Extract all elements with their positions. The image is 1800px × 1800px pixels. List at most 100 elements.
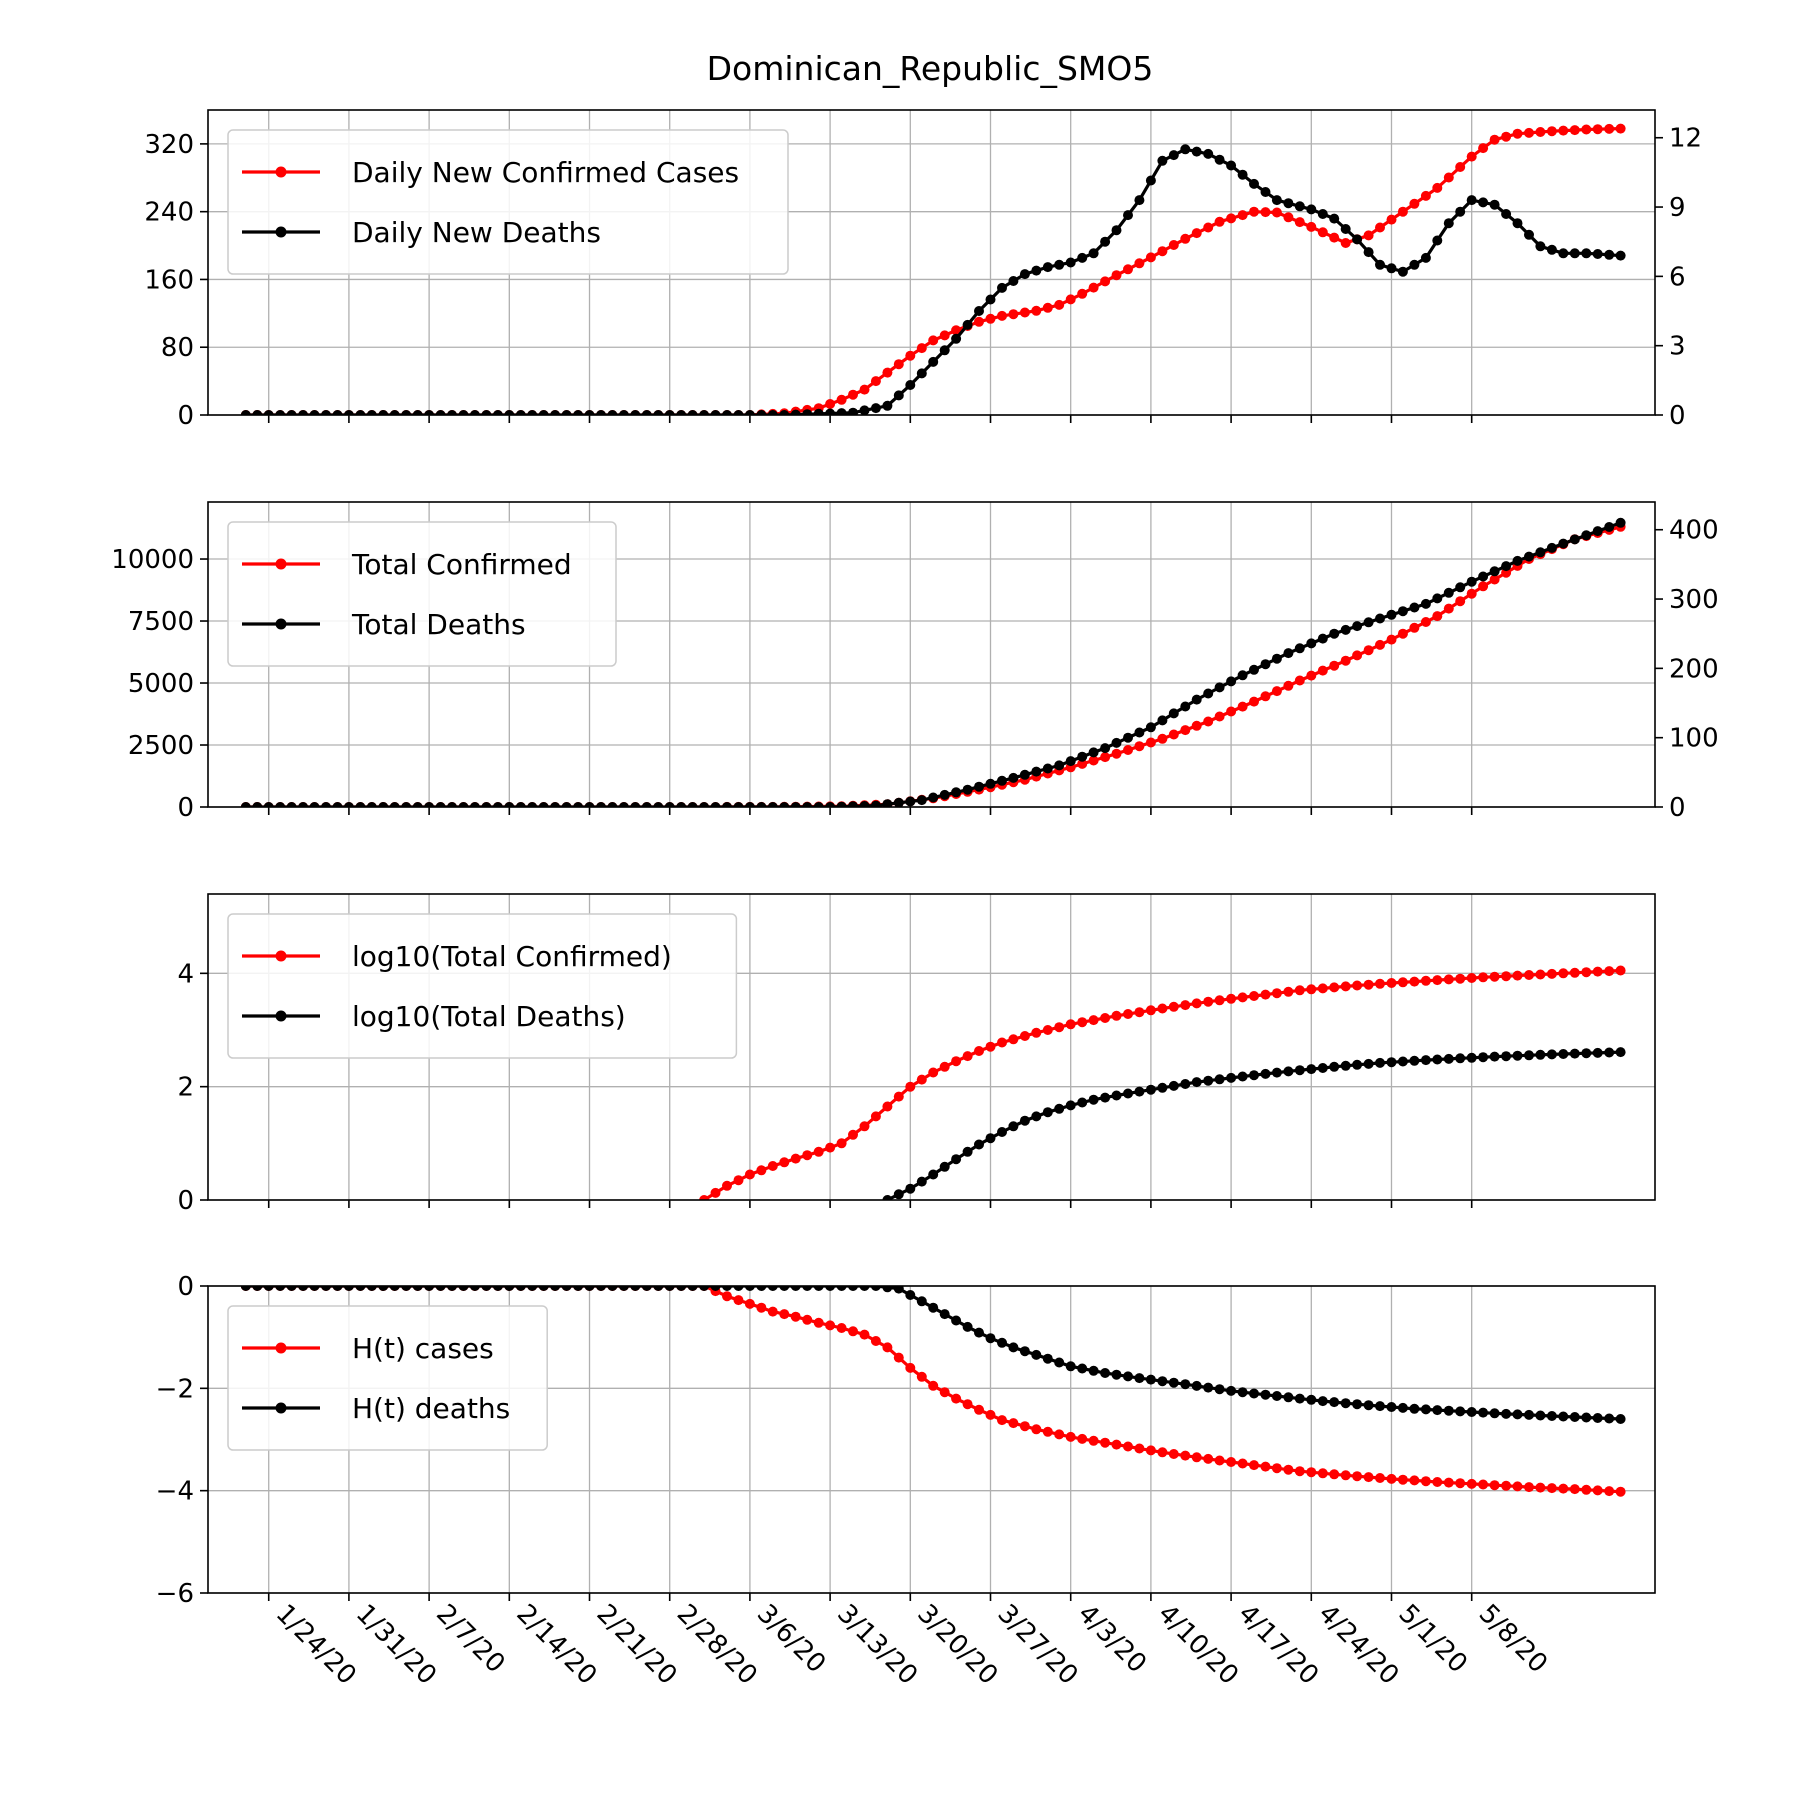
data-point [447, 1286, 457, 1291]
data-point [1008, 1121, 1019, 1132]
data-point [974, 306, 984, 316]
data-point [767, 1286, 778, 1291]
data-point [710, 1187, 721, 1198]
data-point [1157, 1376, 1168, 1387]
data-point [1294, 675, 1305, 686]
data-point [1123, 745, 1133, 755]
data-point [733, 1286, 744, 1291]
data-point [321, 410, 331, 415]
data-point [951, 1056, 962, 1067]
data-point [1294, 1065, 1305, 1076]
data-point [1397, 1474, 1408, 1485]
data-point [1569, 248, 1580, 259]
legend-swatch-marker [275, 1010, 287, 1022]
data-point [928, 1067, 939, 1078]
data-point [401, 410, 412, 415]
data-point [1478, 1052, 1489, 1063]
legend-swatch-marker [275, 950, 287, 962]
data-point [1249, 696, 1259, 707]
data-point [1191, 228, 1202, 239]
data-point [779, 410, 790, 415]
data-point [1065, 257, 1076, 268]
data-point [1111, 1369, 1122, 1380]
data-point [1340, 624, 1351, 635]
data-point [504, 802, 515, 807]
legend-box [227, 129, 789, 275]
data-point [916, 1296, 927, 1307]
data-point [1363, 617, 1374, 628]
data-point [653, 802, 664, 807]
data-point [836, 1286, 847, 1291]
series-total-1 [240, 517, 1626, 807]
data-point [1237, 701, 1248, 712]
data-point [1203, 1453, 1214, 1464]
data-point [240, 410, 251, 415]
data-point [1569, 1048, 1580, 1059]
data-point [527, 410, 538, 415]
data-point [481, 802, 492, 807]
y-tick-label: 0 [177, 1186, 194, 1216]
data-point [1432, 1477, 1443, 1487]
y-tick-label: 320 [144, 130, 194, 160]
data-point [1249, 178, 1259, 189]
data-point [1157, 715, 1168, 726]
data-point [1214, 682, 1225, 693]
legend-swatch-marker [275, 618, 287, 630]
data-point [424, 802, 435, 807]
data-point [1134, 741, 1145, 752]
data-point [1443, 974, 1454, 985]
y-tick-label: 0 [177, 401, 194, 431]
data-point [515, 410, 526, 415]
data-point [1329, 1469, 1340, 1480]
legend-total: Total Confirmed Total Deaths [227, 521, 617, 667]
x-tick-label: 2/14/20 [510, 1599, 602, 1691]
data-point [974, 1404, 984, 1415]
data-point [1512, 970, 1523, 981]
data-point [1203, 716, 1214, 727]
data-point [985, 1333, 996, 1344]
data-point [1019, 1031, 1030, 1041]
data-point [722, 1286, 732, 1291]
data-point [1271, 1067, 1282, 1078]
data-point [447, 410, 457, 415]
data-point [1478, 581, 1489, 592]
data-point [252, 802, 263, 807]
data-point [1352, 234, 1363, 245]
data-point [1443, 218, 1454, 229]
data-point [893, 1091, 904, 1102]
data-point [1581, 124, 1592, 135]
data-point [1604, 1047, 1615, 1058]
data-point [997, 1415, 1007, 1426]
data-point [1615, 250, 1626, 261]
data-point [676, 802, 687, 807]
data-point [1168, 240, 1179, 250]
data-point [412, 410, 423, 415]
data-point [1329, 660, 1340, 671]
series-daily-1 [240, 144, 1626, 415]
data-point [802, 1314, 813, 1325]
data-point [1203, 688, 1214, 699]
data-point [882, 367, 893, 378]
data-point [1524, 551, 1534, 562]
data-point [848, 407, 858, 415]
data-point [1443, 1477, 1454, 1488]
data-point [974, 781, 984, 792]
plot-frame [207, 109, 1656, 416]
data-point [1191, 1452, 1202, 1463]
data-point [1489, 1480, 1500, 1491]
y2-tick-label: 300 [1669, 585, 1719, 615]
data-point [1294, 217, 1305, 228]
data-point [355, 1286, 366, 1291]
data-point [1535, 1410, 1546, 1421]
data-point [1317, 665, 1328, 676]
y-tick-label: 80 [161, 333, 194, 363]
data-point [1420, 1404, 1431, 1415]
y-tick-label: 5000 [128, 669, 194, 699]
data-point [1558, 1411, 1569, 1422]
data-point [905, 350, 916, 361]
data-point [1123, 264, 1133, 275]
data-point [1100, 276, 1111, 287]
data-point [1145, 1084, 1156, 1095]
y-tick-label: 2 [177, 1073, 194, 1103]
